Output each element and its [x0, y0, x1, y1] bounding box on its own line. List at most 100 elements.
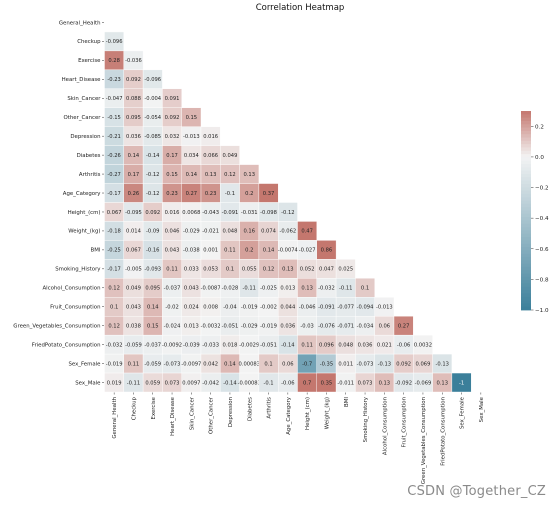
cell-value-label: -0.032: [318, 286, 335, 292]
colorbar-segment: [521, 137, 531, 142]
cell-value-label: 0.35: [321, 380, 333, 386]
cell-value-label: -0.051: [260, 342, 277, 348]
cell-value-label: -0.034: [357, 323, 374, 329]
cell-value-label: -0.046: [299, 305, 316, 311]
cell-value-label: 0.2: [245, 248, 253, 254]
cell-value-label: 0.073: [165, 380, 180, 386]
cell-value-label: 0.11: [128, 361, 140, 367]
y-tick-label: Smoking_History: [55, 267, 101, 273]
cell-value-label: 0.1: [264, 361, 272, 367]
cell-value-label: -0.11: [127, 380, 140, 386]
colorbar-tick-label: −0.2: [535, 186, 549, 192]
cell-value-label: -0.013: [183, 134, 200, 140]
y-tick-label: General_Health: [59, 20, 101, 26]
cell-value-label: -0.098: [260, 210, 277, 216]
colorbar-segment: [521, 306, 531, 311]
cell-value-label: 0.036: [358, 342, 373, 348]
colorbar-segment: [521, 144, 531, 148]
cell-value-label: 0.043: [184, 286, 199, 292]
cell-value-label: -0.13: [436, 361, 449, 367]
cell-value-label: 0.0068: [182, 210, 200, 216]
x-tick-label: Sex_Female: [460, 396, 466, 429]
colorbar-segment: [521, 203, 531, 208]
cell-value-label: 0.13: [436, 380, 448, 386]
cell-value-label: 0.011: [338, 361, 353, 367]
cell-value-label: 0.13: [282, 267, 294, 273]
colorbar-segment: [521, 256, 531, 261]
cell-value-label: 0.001: [203, 248, 218, 254]
colorbar-segment: [521, 233, 531, 238]
colorbar-segment: [521, 164, 531, 168]
colorbar-segment: [521, 190, 531, 195]
cell-value-label: -0.11: [339, 286, 352, 292]
cell-value-label: -0.025: [260, 286, 277, 292]
cell-value-label: 0.016: [203, 134, 218, 140]
cell-value-label: 0.7: [303, 380, 311, 386]
colorbar-segment: [521, 127, 531, 132]
colorbar-segment: [521, 213, 531, 218]
cell-value-label: -0.095: [125, 210, 142, 216]
cell-value-label: 0.034: [184, 153, 200, 159]
cell-value-label: 0.86: [321, 248, 333, 254]
cell-value-label: 0.06: [379, 323, 391, 329]
colorbar-segment: [521, 154, 531, 158]
colorbar-segment: [521, 157, 531, 162]
cell-value-label: -0.04: [223, 305, 237, 311]
colorbar-segment: [521, 150, 531, 155]
colorbar-segment: [521, 230, 531, 235]
y-tick-label: Green_Vegetables_Consumption: [13, 323, 100, 329]
cell-value-label: 0.092: [126, 77, 141, 83]
cell-value-label: -0.14: [223, 380, 237, 386]
y-tick-label: Other_Cancer: [64, 115, 102, 121]
x-tick-label: General_Health: [112, 397, 118, 439]
x-tick-label: Alcohol_Consumption: [382, 397, 388, 455]
cell-value-label: -0.069: [415, 380, 432, 386]
cell-value-label: 0.092: [165, 115, 180, 121]
cell-value-label: 0.013: [280, 286, 295, 292]
cell-value-label: 0.036: [126, 134, 141, 140]
colorbar-segment: [521, 280, 531, 284]
cell-value-label: 0.11: [301, 342, 313, 348]
y-tick-label: Weight_(kg): [68, 229, 100, 235]
colorbar-tick-label: −0.6: [535, 247, 549, 253]
cell-value-label: -0.06: [281, 380, 294, 386]
cell-value-label: 0.067: [107, 210, 122, 216]
cell-value-label: -0.029: [241, 323, 258, 329]
cell-value-label: -0.096: [106, 39, 123, 45]
cell-value-label: -0.00083: [238, 380, 261, 386]
cell-value-label: 0.059: [145, 380, 160, 386]
cell-value-label: -0.14: [146, 153, 160, 159]
cell-value-label: 0.13: [205, 172, 217, 178]
cell-value-label: -0.06: [397, 342, 410, 348]
cell-value-label: 0.13: [301, 286, 313, 292]
cell-value-label: 0.23: [205, 191, 217, 197]
colorbar-segment: [521, 223, 531, 228]
colorbar-segment: [521, 246, 531, 251]
cell-value-label: 0.28: [108, 58, 120, 64]
cell-value-label: -0.004: [144, 96, 161, 102]
cell-value-label: -1: [459, 380, 464, 386]
colorbar-segment: [521, 243, 531, 248]
colorbar-tick-label: −0.4: [535, 216, 549, 222]
x-tick-label: Fruit_Consumption: [402, 397, 408, 447]
y-tick-label: Sex_Male: [75, 380, 101, 386]
cell-value-label: 0.00083: [239, 361, 260, 367]
cell-value-label: 0.073: [358, 380, 373, 386]
colorbar-segment: [521, 303, 531, 308]
cell-value-label: -0.092: [395, 380, 412, 386]
cell-value-label: -0.0087: [201, 286, 221, 292]
cell-value-label: -0.051: [222, 323, 239, 329]
cell-value-label: 0.14: [147, 305, 159, 311]
colorbar-segment: [521, 296, 531, 301]
colorbar-segment: [521, 273, 531, 278]
cell-value-label: 0.096: [319, 342, 334, 348]
cell-value-label: 0.053: [203, 267, 218, 273]
cell-value-label: -0.047: [106, 96, 123, 102]
cell-value-label: -0.038: [183, 248, 200, 254]
cell-value-label: -0.073: [357, 361, 374, 367]
cell-value-label: -0.071: [337, 323, 354, 329]
cell-value-label: 0.0032: [414, 342, 432, 348]
cell-value-label: 0.15: [166, 172, 178, 178]
colorbar-segment: [521, 220, 531, 225]
